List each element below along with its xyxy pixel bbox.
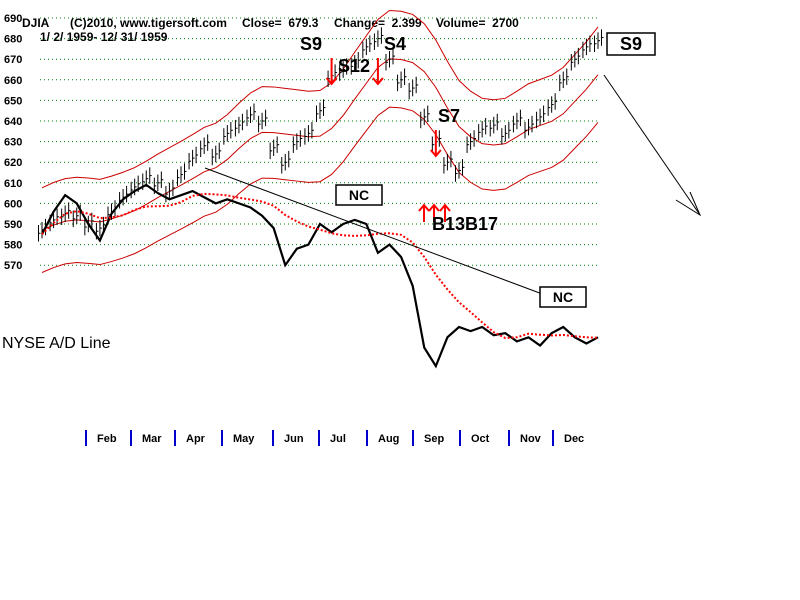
signal-box-label: NC — [553, 289, 573, 305]
signal-box-label: S9 — [620, 34, 642, 54]
signal-box — [335, 184, 383, 206]
trend-line — [204, 167, 546, 296]
y-tick-label: 670 — [4, 54, 22, 66]
y-tick-label: 600 — [4, 198, 22, 210]
signal-label: B13B17 — [432, 214, 498, 234]
ad-line-ma — [41, 192, 599, 340]
buy-arrowhead — [428, 203, 440, 212]
middle-band — [41, 58, 599, 231]
month-label: Oct — [471, 433, 490, 445]
trend-line — [603, 74, 701, 216]
y-tick-label: 660 — [4, 75, 22, 87]
month-label: Feb — [97, 433, 117, 445]
month-label: Sep — [424, 433, 444, 445]
y-tick-label: 680 — [4, 34, 22, 46]
y-tick-label: 610 — [4, 178, 22, 190]
upper-band — [41, 10, 599, 189]
y-tick-label: 570 — [4, 260, 22, 272]
sell-arrowhead — [372, 77, 384, 86]
y-tick-label: 590 — [4, 219, 22, 231]
signal-label: S9 — [300, 34, 322, 54]
y-tick-label: 690 — [4, 13, 22, 25]
y-tick-label: 630 — [4, 137, 22, 149]
close-value: Close= 679.3 — [242, 16, 319, 30]
month-label: Mar — [142, 433, 162, 445]
month-label: Apr — [186, 433, 206, 445]
trend-arrowhead — [675, 191, 702, 217]
y-tick-label: 620 — [4, 157, 22, 169]
copyright: (C)2010, www.tigersoft.com — [70, 16, 227, 30]
signal-box — [606, 32, 656, 56]
month-label: Dec — [564, 433, 584, 445]
ad-line — [41, 183, 599, 369]
month-label: Jul — [330, 433, 346, 445]
buy-arrowhead — [418, 203, 430, 212]
change-value: Change= 2.399 — [334, 16, 422, 30]
month-label: Jun — [284, 433, 304, 445]
volume-value: Volume= 2700 — [436, 16, 519, 30]
signal-label: S12 — [338, 56, 370, 76]
month-label: Nov — [520, 433, 542, 445]
signal-box — [539, 286, 587, 308]
sell-arrowhead — [325, 77, 338, 86]
y-tick-label: 650 — [4, 95, 22, 107]
signal-label: S7 — [438, 106, 460, 126]
y-tick-label: 640 — [4, 116, 22, 128]
sell-arrowhead — [430, 149, 442, 158]
month-label: Aug — [378, 433, 399, 445]
symbol: DJIA — [22, 16, 50, 30]
month-label: May — [233, 433, 255, 445]
date-range: 1/ 2/ 1959- 12/ 31/ 1959 — [40, 30, 168, 44]
lower-band — [41, 106, 599, 273]
signal-label: S4 — [384, 34, 406, 54]
signal-box-label: NC — [349, 187, 369, 203]
y-tick-label: 580 — [4, 240, 22, 252]
buy-arrowhead — [439, 203, 451, 212]
ad-line-label: NYSE A/D Line — [2, 335, 111, 352]
